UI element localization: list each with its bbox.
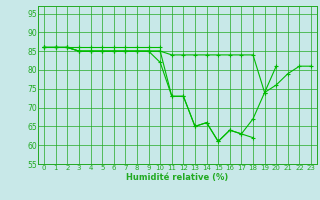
X-axis label: Humidité relative (%): Humidité relative (%) (126, 173, 229, 182)
